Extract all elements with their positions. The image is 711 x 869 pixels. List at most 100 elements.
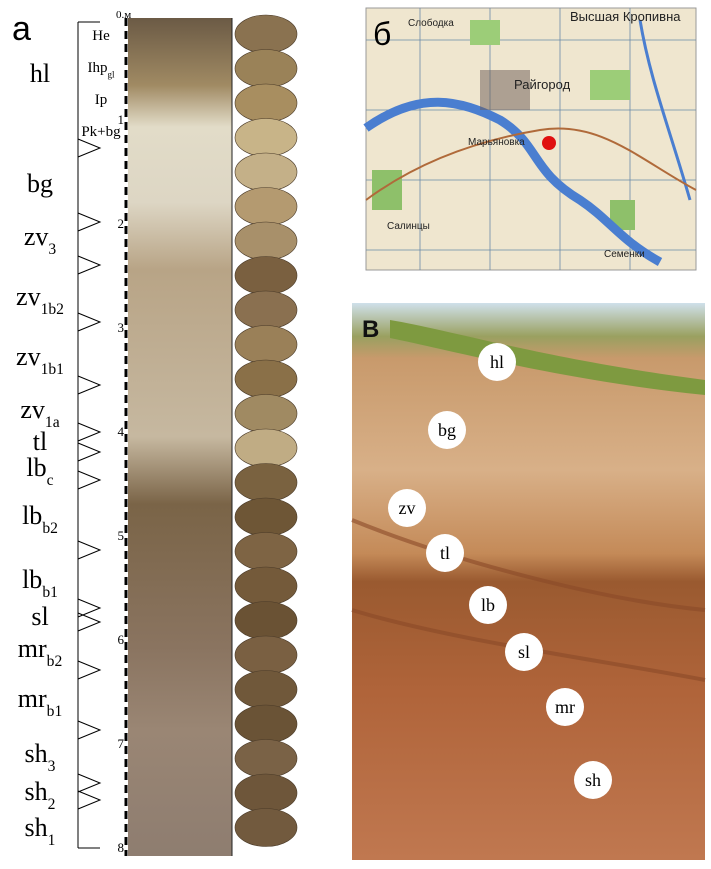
layer-label: sl [518, 642, 530, 662]
figure: а 0.м 12345678HeIhpglIpPk+bghlbgzv3zv1b2… [0, 0, 711, 869]
sample [235, 636, 297, 674]
label-main: zv [16, 342, 41, 371]
label: lbb2 [22, 501, 58, 537]
bracket-tick [78, 443, 100, 461]
brackets [78, 22, 100, 848]
bracket-tick [78, 541, 100, 559]
label: tl [33, 427, 47, 456]
layer-label: sh [585, 770, 601, 790]
label: Pk+bg [81, 124, 121, 140]
place-name: Марьяновка [468, 137, 525, 148]
label-main: Pk+bg [81, 124, 121, 140]
label: zv1b2 [16, 282, 64, 318]
depth-tick-label: 7 [118, 736, 125, 751]
bracket-tick [78, 139, 100, 157]
label: bg [27, 169, 53, 198]
sample [235, 15, 297, 53]
label-main: lb [22, 501, 42, 530]
sample [235, 567, 297, 605]
sample [235, 464, 297, 502]
sample [235, 153, 297, 191]
sample [235, 188, 297, 226]
label-main: mr [18, 684, 47, 713]
bracket-tick [78, 213, 100, 231]
layer-label: tl [440, 543, 450, 563]
bracket-tick [78, 661, 100, 679]
label-sub: 3 [48, 241, 56, 258]
label-sub: 1b1 [41, 361, 64, 378]
label-sub: 2 [48, 796, 56, 813]
label-sub: 3 [48, 758, 56, 775]
label: sl [31, 602, 48, 631]
profile-drawing [128, 18, 232, 856]
label-main: tl [33, 427, 47, 456]
depth-tick-label: 2 [118, 216, 125, 231]
label-main: He [92, 28, 110, 44]
bracket-tick [78, 423, 100, 441]
label-sub: c [47, 472, 54, 489]
bracket-tick [78, 256, 100, 274]
label: sh1 [25, 813, 56, 849]
label: Ip [95, 92, 108, 108]
label-main: mr [18, 634, 47, 663]
sample-column [235, 15, 297, 847]
bracket-tick [78, 774, 100, 792]
sample [235, 671, 297, 709]
depth-tick-label: 8 [118, 840, 125, 855]
sample [235, 809, 297, 847]
bracket-tick [78, 376, 100, 394]
label-main: Ihp [87, 60, 107, 76]
label-main: bg [27, 169, 53, 198]
label-main: sl [31, 602, 48, 631]
place-name: Слободка [408, 17, 454, 29]
label-main: sh [25, 813, 48, 842]
place-name: Райгород [514, 77, 571, 92]
label-main: sh [25, 739, 48, 768]
bracket-tick [78, 791, 100, 809]
label-sub: b1 [42, 584, 58, 601]
label: Ihpgl [87, 60, 115, 79]
layer-label: hl [490, 352, 504, 372]
panel-label: В [362, 316, 379, 343]
panel-label: а [12, 10, 31, 48]
sample [235, 257, 297, 295]
label-main: sh [25, 777, 48, 806]
panel-label: б [373, 16, 391, 52]
layer-label: lb [481, 595, 495, 615]
sample [235, 395, 297, 433]
sample [235, 429, 297, 467]
sample [235, 705, 297, 743]
label: mrb2 [18, 634, 62, 670]
sample [235, 50, 297, 88]
sample [235, 360, 297, 398]
place-name: Высшая Кропивна [570, 9, 681, 24]
place-name: Семенки [604, 249, 645, 260]
bracket-tick [78, 721, 100, 739]
label-main: zv [20, 395, 45, 424]
depth-tick-label: 4 [118, 424, 125, 439]
depth-unit: 0.м [116, 9, 131, 21]
label-main: lb [22, 565, 42, 594]
sample [235, 119, 297, 157]
label-sub: gl [107, 69, 115, 79]
label-sub: b1 [47, 703, 63, 720]
label: He [92, 28, 110, 44]
label: zv1a [20, 395, 59, 431]
depth-tick-label: 6 [118, 632, 125, 647]
bracket-tick [78, 471, 100, 489]
sample [235, 533, 297, 571]
sample [235, 774, 297, 812]
bracket-tick [78, 22, 100, 848]
label-main: zv [16, 282, 41, 311]
label: lbb1 [22, 565, 58, 601]
label: zv3 [24, 222, 57, 258]
label-sub: b2 [42, 520, 58, 537]
sample [235, 291, 297, 329]
depth-tick-label: 5 [118, 528, 125, 543]
label-sub: b2 [47, 653, 63, 670]
sample [235, 222, 297, 260]
label-main: Ip [95, 92, 108, 108]
label: sh3 [25, 739, 56, 775]
sample [235, 84, 297, 122]
panel-a-labels: 12345678HeIhpglIpPk+bghlbgzv3zv1b2zv1b1z… [16, 28, 124, 855]
